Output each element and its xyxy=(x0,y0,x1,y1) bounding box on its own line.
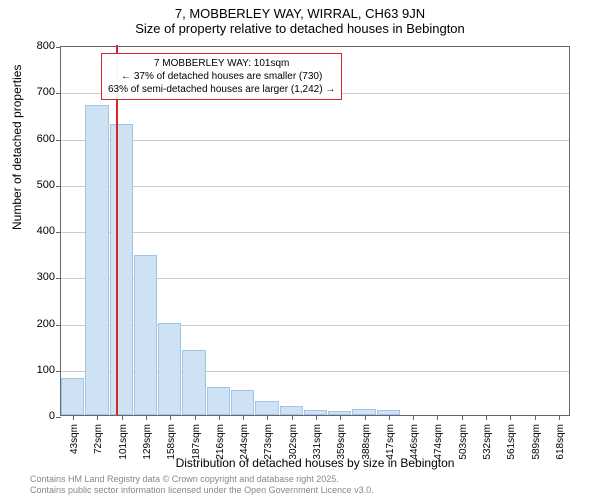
gridline xyxy=(61,186,569,187)
ytick-label: 800 xyxy=(37,40,55,52)
histogram-bar xyxy=(85,105,108,415)
annotation-line3: 63% of semi-detached houses are larger (… xyxy=(108,83,335,96)
ytick-label: 400 xyxy=(37,225,55,237)
xtick-label: 273sqm xyxy=(263,424,274,460)
xtick-label: 388sqm xyxy=(361,424,372,460)
xtick-mark xyxy=(170,415,171,420)
ytick-label: 200 xyxy=(37,318,55,330)
xtick-label: 417sqm xyxy=(385,424,396,460)
histogram-bar xyxy=(182,350,205,415)
xtick-label: 302sqm xyxy=(288,424,299,460)
ytick-mark xyxy=(56,93,61,94)
ytick-label: 700 xyxy=(37,86,55,98)
ytick-mark xyxy=(56,47,61,48)
xtick-mark xyxy=(559,415,560,420)
title-address: 7, MOBBERLEY WAY, WIRRAL, CH63 9JN xyxy=(0,6,600,21)
xtick-label: 72sqm xyxy=(93,424,104,454)
xtick-mark xyxy=(267,415,268,420)
histogram-bar xyxy=(231,390,254,415)
title-subtitle: Size of property relative to detached ho… xyxy=(0,21,600,36)
footer-line2: Contains public sector information licen… xyxy=(30,485,374,496)
histogram-bar xyxy=(207,387,230,415)
xtick-label: 187sqm xyxy=(191,424,202,460)
xtick-label: 244sqm xyxy=(239,424,250,460)
xtick-label: 618sqm xyxy=(555,424,566,460)
xtick-mark xyxy=(535,415,536,420)
ytick-mark xyxy=(56,371,61,372)
xtick-mark xyxy=(365,415,366,420)
plot-area: 7 MOBBERLEY WAY: 101sqm ← 37% of detache… xyxy=(60,46,570,416)
xtick-mark xyxy=(437,415,438,420)
histogram-bar xyxy=(134,255,157,415)
annotation-box: 7 MOBBERLEY WAY: 101sqm ← 37% of detache… xyxy=(101,53,342,100)
ytick-label: 0 xyxy=(49,410,55,422)
ytick-label: 600 xyxy=(37,133,55,145)
xtick-mark xyxy=(389,415,390,420)
xtick-mark xyxy=(219,415,220,420)
histogram-bar xyxy=(255,401,278,415)
xtick-label: 216sqm xyxy=(215,424,226,460)
ytick-mark xyxy=(56,140,61,141)
xtick-label: 503sqm xyxy=(458,424,469,460)
histogram-bar xyxy=(61,378,84,415)
title-block: 7, MOBBERLEY WAY, WIRRAL, CH63 9JN Size … xyxy=(0,0,600,36)
xtick-mark xyxy=(316,415,317,420)
ytick-mark xyxy=(56,186,61,187)
xtick-label: 532sqm xyxy=(482,424,493,460)
annotation-line1: 7 MOBBERLEY WAY: 101sqm xyxy=(108,57,335,70)
xtick-label: 331sqm xyxy=(312,424,323,460)
xtick-mark xyxy=(73,415,74,420)
y-axis-label: Number of detached properties xyxy=(10,65,24,230)
ytick-label: 100 xyxy=(37,364,55,376)
xtick-mark xyxy=(510,415,511,420)
xtick-mark xyxy=(486,415,487,420)
xtick-mark xyxy=(413,415,414,420)
annotation-line2: ← 37% of detached houses are smaller (73… xyxy=(108,70,335,83)
xtick-label: 474sqm xyxy=(433,424,444,460)
xtick-label: 43sqm xyxy=(69,424,80,454)
ytick-mark xyxy=(56,278,61,279)
xtick-mark xyxy=(195,415,196,420)
xtick-mark xyxy=(462,415,463,420)
ytick-label: 500 xyxy=(37,179,55,191)
xtick-label: 158sqm xyxy=(166,424,177,460)
xtick-label: 561sqm xyxy=(506,424,517,460)
xtick-label: 101sqm xyxy=(118,424,129,460)
xtick-mark xyxy=(292,415,293,420)
xtick-label: 129sqm xyxy=(142,424,153,460)
xtick-mark xyxy=(146,415,147,420)
ytick-label: 300 xyxy=(37,271,55,283)
histogram-bar xyxy=(280,406,303,415)
ytick-mark xyxy=(56,417,61,418)
xtick-mark xyxy=(122,415,123,420)
xtick-label: 446sqm xyxy=(409,424,420,460)
xtick-mark xyxy=(340,415,341,420)
gridline xyxy=(61,140,569,141)
ytick-mark xyxy=(56,325,61,326)
xtick-mark xyxy=(97,415,98,420)
xtick-label: 589sqm xyxy=(531,424,542,460)
xtick-label: 359sqm xyxy=(336,424,347,460)
gridline xyxy=(61,232,569,233)
ytick-mark xyxy=(56,232,61,233)
footer-attribution: Contains HM Land Registry data © Crown c… xyxy=(30,474,374,496)
histogram-bar xyxy=(110,124,133,415)
footer-line1: Contains HM Land Registry data © Crown c… xyxy=(30,474,374,485)
chart-container: 7, MOBBERLEY WAY, WIRRAL, CH63 9JN Size … xyxy=(0,0,600,500)
histogram-bar xyxy=(158,323,181,416)
xtick-mark xyxy=(243,415,244,420)
marker-line xyxy=(116,45,118,415)
